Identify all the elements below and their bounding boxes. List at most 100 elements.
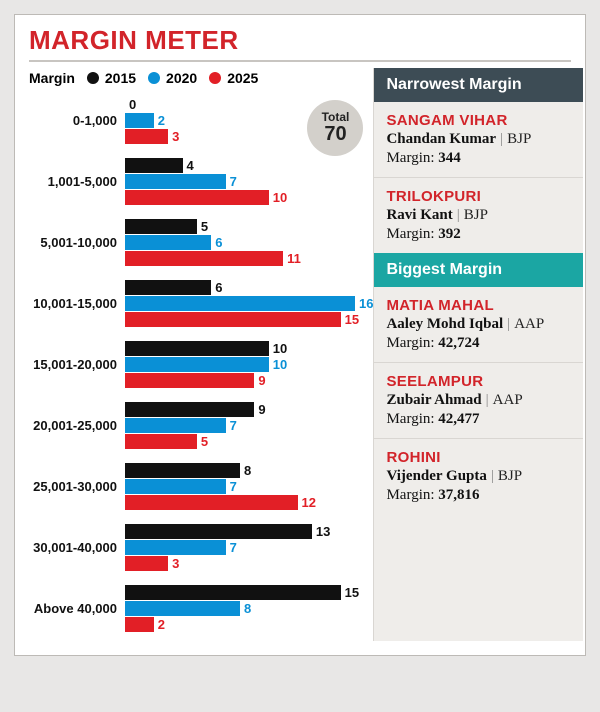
bar <box>125 158 183 173</box>
panel-entry: MATIA MAHALAaley Mohd Iqbal|AAPMargin: 4… <box>374 287 583 362</box>
category-label: 25,001-30,000 <box>29 479 121 494</box>
bar-wrap: 13 <box>125 524 373 539</box>
category-label: Above 40,000 <box>29 601 121 616</box>
margin-line: Margin: 42,724 <box>386 335 571 352</box>
bar-value: 6 <box>211 280 222 295</box>
candidate-party: AAP <box>493 392 523 408</box>
legend-year: 2020 <box>166 70 197 86</box>
bar-wrap: 8 <box>125 463 373 478</box>
bar <box>125 402 254 417</box>
bar-value: 7 <box>226 418 237 433</box>
bar-value: 9 <box>254 373 265 388</box>
category-label: 20,001-25,000 <box>29 418 121 433</box>
separator: | <box>496 131 507 147</box>
bar-value: 2 <box>154 617 165 632</box>
bar-wrap: 0 <box>125 97 373 112</box>
category-label: 0-1,000 <box>29 113 121 128</box>
margin-line: Margin: 344 <box>386 150 571 167</box>
chart-row: 0-1,000 023 <box>29 92 373 153</box>
bar-wrap: 7 <box>125 418 373 433</box>
bar-wrap: 12 <box>125 495 373 510</box>
candidate-party: BJP <box>498 468 522 484</box>
bar-value: 4 <box>183 158 194 173</box>
separator: | <box>453 207 464 223</box>
candidate-line: Ravi Kant|BJP <box>386 207 571 224</box>
bar-value: 13 <box>312 524 330 539</box>
margin-label: Margin: <box>386 487 438 503</box>
bar-wrap: 15 <box>125 312 373 327</box>
bar-wrap: 10 <box>125 357 373 372</box>
bar-wrap: 2 <box>125 113 373 128</box>
bar-value: 9 <box>254 402 265 417</box>
margin-value: 392 <box>438 226 461 242</box>
bar <box>125 418 226 433</box>
bar-wrap: 9 <box>125 402 373 417</box>
bar-value: 15 <box>341 312 359 327</box>
bar <box>125 113 154 128</box>
bar <box>125 312 341 327</box>
panel-entry: TRILOKPURI Ravi Kant|BJP Margin: 392 <box>374 177 583 253</box>
divider <box>29 60 571 62</box>
headline: MARGIN METER <box>15 15 585 58</box>
chart-row: 10,001-15,00061615 <box>29 275 373 336</box>
bar-value: 11 <box>283 251 301 266</box>
bar <box>125 479 226 494</box>
candidate-line: Zubair Ahmad|AAP <box>386 392 571 409</box>
bar <box>125 357 269 372</box>
bar-wrap: 8 <box>125 601 373 616</box>
chart-row: 5,001-10,0005611 <box>29 214 373 275</box>
bar <box>125 617 154 632</box>
bar <box>125 463 240 478</box>
seat-name: SEELAMPUR <box>386 373 571 390</box>
margin-label: Margin: <box>386 226 438 242</box>
bar <box>125 341 269 356</box>
chart-panel: Margin 201520202025 Total 70 0-1,0000231… <box>29 68 373 641</box>
candidate-line: Vijender Gupta|BJP <box>386 468 571 485</box>
category-label: 10,001-15,000 <box>29 296 121 311</box>
bar-value: 8 <box>240 601 251 616</box>
bar <box>125 219 197 234</box>
bar <box>125 251 283 266</box>
biggest-header: Biggest Margin <box>374 253 583 287</box>
bar <box>125 585 341 600</box>
margin-line: Margin: 37,816 <box>386 487 571 504</box>
chart-area: 0-1,0000231,001-5,00047105,001-10,000561… <box>29 92 373 641</box>
legend-dot <box>148 72 160 84</box>
chart-row: 15,001-20,00010109 <box>29 336 373 397</box>
legend-label: Margin <box>29 70 75 86</box>
bar-wrap: 2 <box>125 617 373 632</box>
bar <box>125 556 168 571</box>
candidate-name: Zubair Ahmad <box>386 392 481 408</box>
margin-label: Margin: <box>386 335 438 351</box>
bar-value: 10 <box>269 190 287 205</box>
legend-year: 2025 <box>227 70 258 86</box>
bar-value: 2 <box>154 113 165 128</box>
bar <box>125 601 240 616</box>
bar <box>125 540 226 555</box>
bar <box>125 190 269 205</box>
chart-row: Above 40,000 1582 <box>29 580 373 641</box>
bar-wrap: 3 <box>125 556 373 571</box>
chart-row: 25,001-30,000 8712 <box>29 458 373 519</box>
bar-group: 10109 <box>125 340 373 389</box>
bar-group: 1582 <box>125 584 373 633</box>
bar-wrap: 6 <box>125 235 373 250</box>
bar-value: 7 <box>226 479 237 494</box>
candidate-name: Aaley Mohd Iqbal <box>386 316 503 332</box>
bar-value: 6 <box>211 235 222 250</box>
separator: | <box>487 468 498 484</box>
narrowest-header: Narrowest Margin <box>374 68 583 102</box>
margin-line: Margin: 392 <box>386 226 571 243</box>
bar <box>125 434 197 449</box>
margin-label: Margin: <box>386 150 438 166</box>
margin-value: 42,477 <box>438 411 479 427</box>
bar-group: 023 <box>125 96 373 145</box>
narrowest-entries: SANGAM VIHARChandan Kumar|BJPMargin: 344… <box>374 102 583 253</box>
infographic-card: MARGIN METER Margin 201520202025 Total 7… <box>14 14 586 656</box>
bar-wrap: 7 <box>125 479 373 494</box>
bar-wrap: 5 <box>125 219 373 234</box>
candidate-name: Chandan Kumar <box>386 131 496 147</box>
seat-name: TRILOKPURI <box>386 188 571 205</box>
bar-wrap: 10 <box>125 341 373 356</box>
category-label: 15,001-20,000 <box>29 357 121 372</box>
